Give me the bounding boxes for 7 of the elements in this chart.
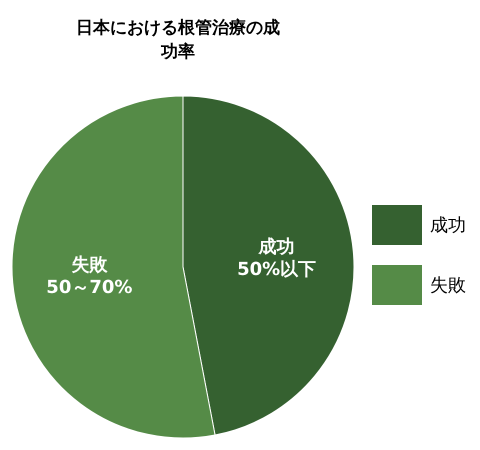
text: 50%以下 (237, 259, 316, 280)
legend-label: 失敗 (430, 274, 466, 297)
chart-title: 日本における根管治療の成功率 (75, 17, 281, 64)
slice-label: 成功 (258, 236, 295, 258)
slice-label: 失敗 (71, 254, 108, 276)
text: 50～70% (46, 276, 132, 298)
legend-label: 成功 (430, 214, 466, 237)
